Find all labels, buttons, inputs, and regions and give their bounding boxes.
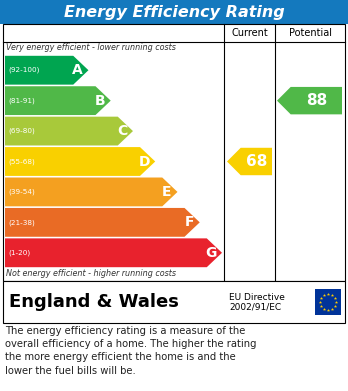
Polygon shape — [5, 208, 200, 237]
Polygon shape — [5, 147, 155, 176]
Text: G: G — [206, 246, 217, 260]
Polygon shape — [5, 239, 222, 267]
Text: (69-80): (69-80) — [8, 128, 35, 135]
Text: 2002/91/EC: 2002/91/EC — [229, 303, 281, 312]
Bar — [3, 24, 345, 281]
Text: Energy Efficiency Rating: Energy Efficiency Rating — [64, 5, 284, 20]
Text: Not energy efficient - higher running costs: Not energy efficient - higher running co… — [6, 269, 176, 278]
Text: A: A — [72, 63, 83, 77]
Polygon shape — [277, 87, 342, 114]
Bar — [315, 289, 341, 315]
Text: F: F — [184, 215, 194, 230]
Bar — [3, 281, 345, 323]
Text: E: E — [162, 185, 172, 199]
Text: D: D — [139, 154, 150, 169]
Polygon shape — [5, 56, 88, 84]
Text: (21-38): (21-38) — [8, 219, 35, 226]
Text: Very energy efficient - lower running costs: Very energy efficient - lower running co… — [6, 43, 176, 52]
Polygon shape — [227, 148, 272, 175]
Text: EU Directive: EU Directive — [229, 294, 285, 303]
Text: Potential: Potential — [288, 28, 332, 38]
Bar — [0, 0, 348, 24]
Text: B: B — [95, 93, 105, 108]
Text: 68: 68 — [246, 154, 267, 169]
Text: 88: 88 — [306, 93, 327, 108]
Polygon shape — [5, 117, 133, 145]
Text: (92-100): (92-100) — [8, 67, 39, 74]
Text: (39-54): (39-54) — [8, 189, 35, 195]
Polygon shape — [5, 178, 177, 206]
Text: The energy efficiency rating is a measure of the
overall efficiency of a home. T: The energy efficiency rating is a measur… — [5, 326, 256, 376]
Text: England & Wales: England & Wales — [9, 293, 179, 311]
Polygon shape — [5, 86, 111, 115]
Text: C: C — [117, 124, 127, 138]
Text: Current: Current — [231, 28, 268, 38]
Text: (81-91): (81-91) — [8, 97, 35, 104]
Text: (55-68): (55-68) — [8, 158, 35, 165]
Text: (1-20): (1-20) — [8, 249, 30, 256]
